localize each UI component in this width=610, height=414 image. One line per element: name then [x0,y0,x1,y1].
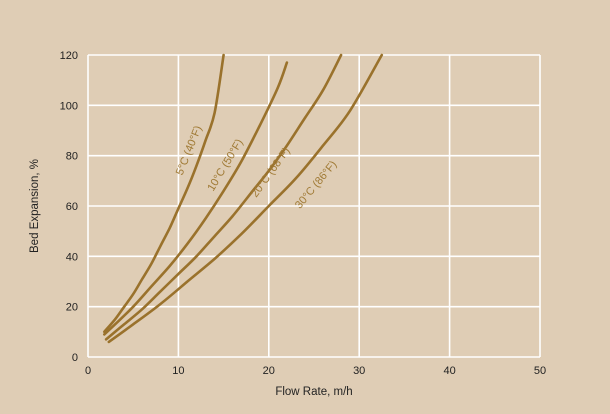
y-axis-label: Bed Expansion, % [29,159,41,253]
curves [103,53,384,344]
y-tick-label: 0 [72,352,78,364]
series-line-4 [107,53,384,344]
y-tick-label: 60 [66,201,78,213]
x-tick-label: 20 [263,365,275,377]
x-tick-label: 0 [85,365,91,377]
y-tick-label: 20 [66,302,78,314]
tick-labels: 0 10 20 30 40 50 0 20 40 60 80 100 120 [60,50,546,377]
y-tick-label: 40 [66,251,78,263]
y-tick-label: 120 [60,50,78,62]
y-tick-label: 100 [60,100,78,112]
x-tick-label: 50 [534,365,546,377]
series-line-3 [104,53,343,341]
x-tick-label: 30 [353,365,365,377]
x-tick-label: 10 [172,365,184,377]
series-line-1 [103,53,225,334]
x-tick-label: 40 [443,365,455,377]
x-axis-label: Flow Rate, m/h [275,386,352,398]
y-tick-label: 80 [66,151,78,163]
series-line-2 [103,61,289,336]
